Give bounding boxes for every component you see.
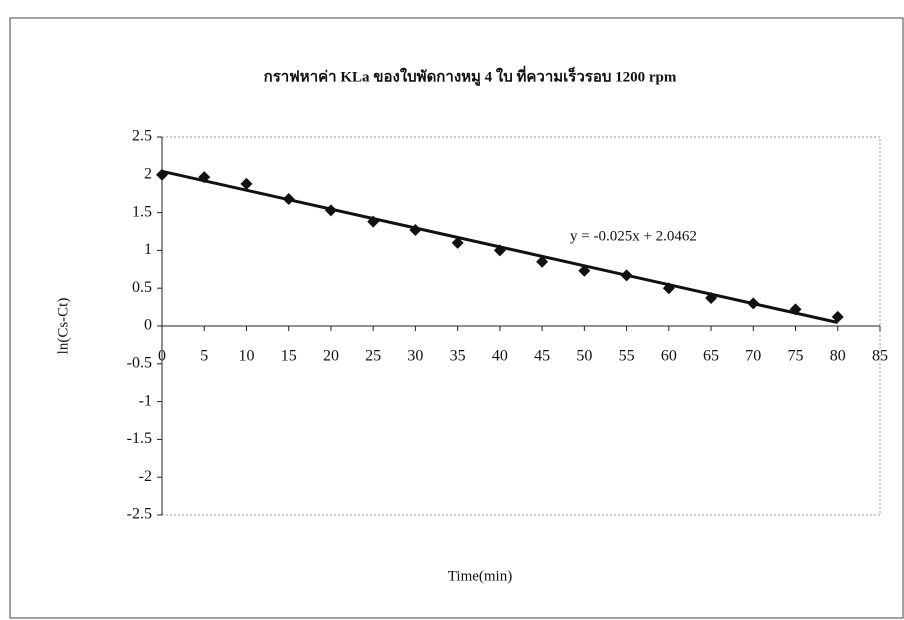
- chart-title: กราฟหาค่า KLa ของใบพัดกางหมู 4 ใบ ที่ควา…: [264, 65, 677, 86]
- x-tick-label: 25: [365, 348, 381, 365]
- x-tick-label: 5: [200, 348, 208, 365]
- x-tick-label: 60: [661, 348, 677, 365]
- data-point: [705, 292, 718, 305]
- y-tick-label: 2.5: [132, 128, 152, 145]
- trendline-equation: y = -0.025x + 2.0462: [570, 228, 697, 244]
- x-tick-label: 20: [323, 348, 339, 365]
- x-tick-label: 75: [788, 348, 804, 365]
- x-tick-label: 85: [872, 348, 888, 365]
- x-tick-label: 80: [830, 348, 846, 365]
- data-point: [156, 168, 168, 181]
- x-tick-label: 0: [158, 348, 166, 365]
- data-point: [493, 244, 506, 257]
- data-point: [620, 269, 633, 282]
- data-point: [578, 264, 591, 277]
- y-tick-label: 0: [144, 317, 152, 334]
- data-point: [367, 215, 380, 228]
- x-tick-label: 35: [450, 348, 466, 365]
- x-tick-label: 65: [703, 348, 719, 365]
- x-axis-label: Time(min): [448, 568, 512, 584]
- x-tick-label: 10: [238, 348, 254, 365]
- data-point: [451, 236, 464, 249]
- y-tick-label: -1.5: [127, 430, 152, 447]
- y-tick-label: 2: [144, 165, 152, 182]
- y-tick-label: 1.5: [132, 203, 152, 220]
- x-tick-label: 15: [281, 348, 297, 365]
- data-point: [198, 171, 211, 184]
- y-tick-label: 1: [144, 241, 152, 258]
- data-point: [831, 310, 844, 323]
- y-tick-label: -1: [139, 392, 152, 409]
- data-point: [324, 204, 337, 217]
- x-tick-label: 45: [534, 348, 550, 365]
- data-point: [240, 177, 253, 190]
- data-point: [747, 297, 760, 310]
- chart-frame: [9, 17, 904, 619]
- y-tick-label: -2: [139, 468, 152, 485]
- data-point: [409, 223, 422, 236]
- y-tick-label: 0.5: [132, 279, 152, 296]
- x-tick-label: 70: [745, 348, 761, 365]
- data-point: [536, 255, 549, 268]
- x-tick-label: 30: [407, 348, 423, 365]
- data-point: [662, 282, 675, 295]
- data-point: [789, 303, 802, 316]
- x-tick-label: 55: [619, 348, 635, 365]
- y-axis-label: ln(Cs-Ct): [55, 298, 71, 355]
- x-tick-label: 50: [576, 348, 592, 365]
- y-tick-label: -0.5: [127, 354, 152, 371]
- x-tick-label: 40: [492, 348, 508, 365]
- data-point: [282, 192, 295, 205]
- y-tick-label: -2.5: [127, 506, 152, 523]
